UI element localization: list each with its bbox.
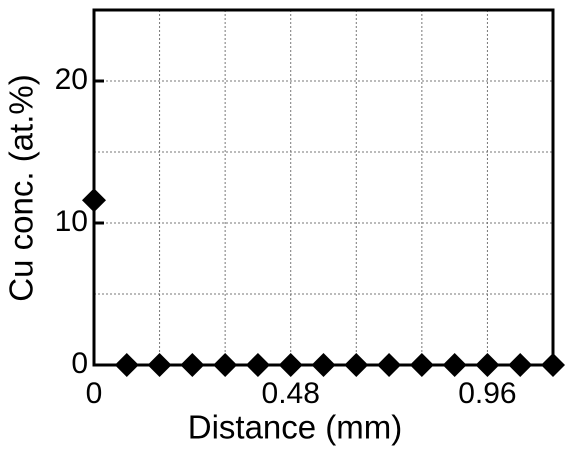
marker bbox=[508, 353, 533, 377]
marker bbox=[278, 353, 303, 377]
y-tick-label: 0 bbox=[71, 347, 88, 380]
marker bbox=[344, 353, 369, 377]
x-tick-label: 0.96 bbox=[458, 377, 516, 410]
y-tick-label: 10 bbox=[55, 205, 88, 238]
marker bbox=[442, 353, 467, 377]
x-axis-label: Distance (mm) bbox=[188, 409, 403, 446]
x-tick-label: 0.48 bbox=[262, 377, 320, 410]
marker bbox=[245, 353, 270, 377]
marker bbox=[114, 353, 139, 377]
marker bbox=[541, 353, 565, 377]
marker bbox=[147, 353, 172, 377]
marker bbox=[311, 353, 336, 377]
marker bbox=[475, 353, 500, 377]
marker bbox=[180, 353, 205, 377]
y-tick-label: 20 bbox=[55, 63, 88, 96]
marker bbox=[213, 353, 238, 377]
y-axis-label: Cu conc. (at.%) bbox=[3, 74, 40, 301]
marker bbox=[82, 188, 106, 213]
marker bbox=[409, 353, 434, 377]
marker bbox=[377, 353, 402, 377]
plot-frame bbox=[92, 8, 555, 367]
x-tick-label: 0 bbox=[86, 377, 103, 410]
